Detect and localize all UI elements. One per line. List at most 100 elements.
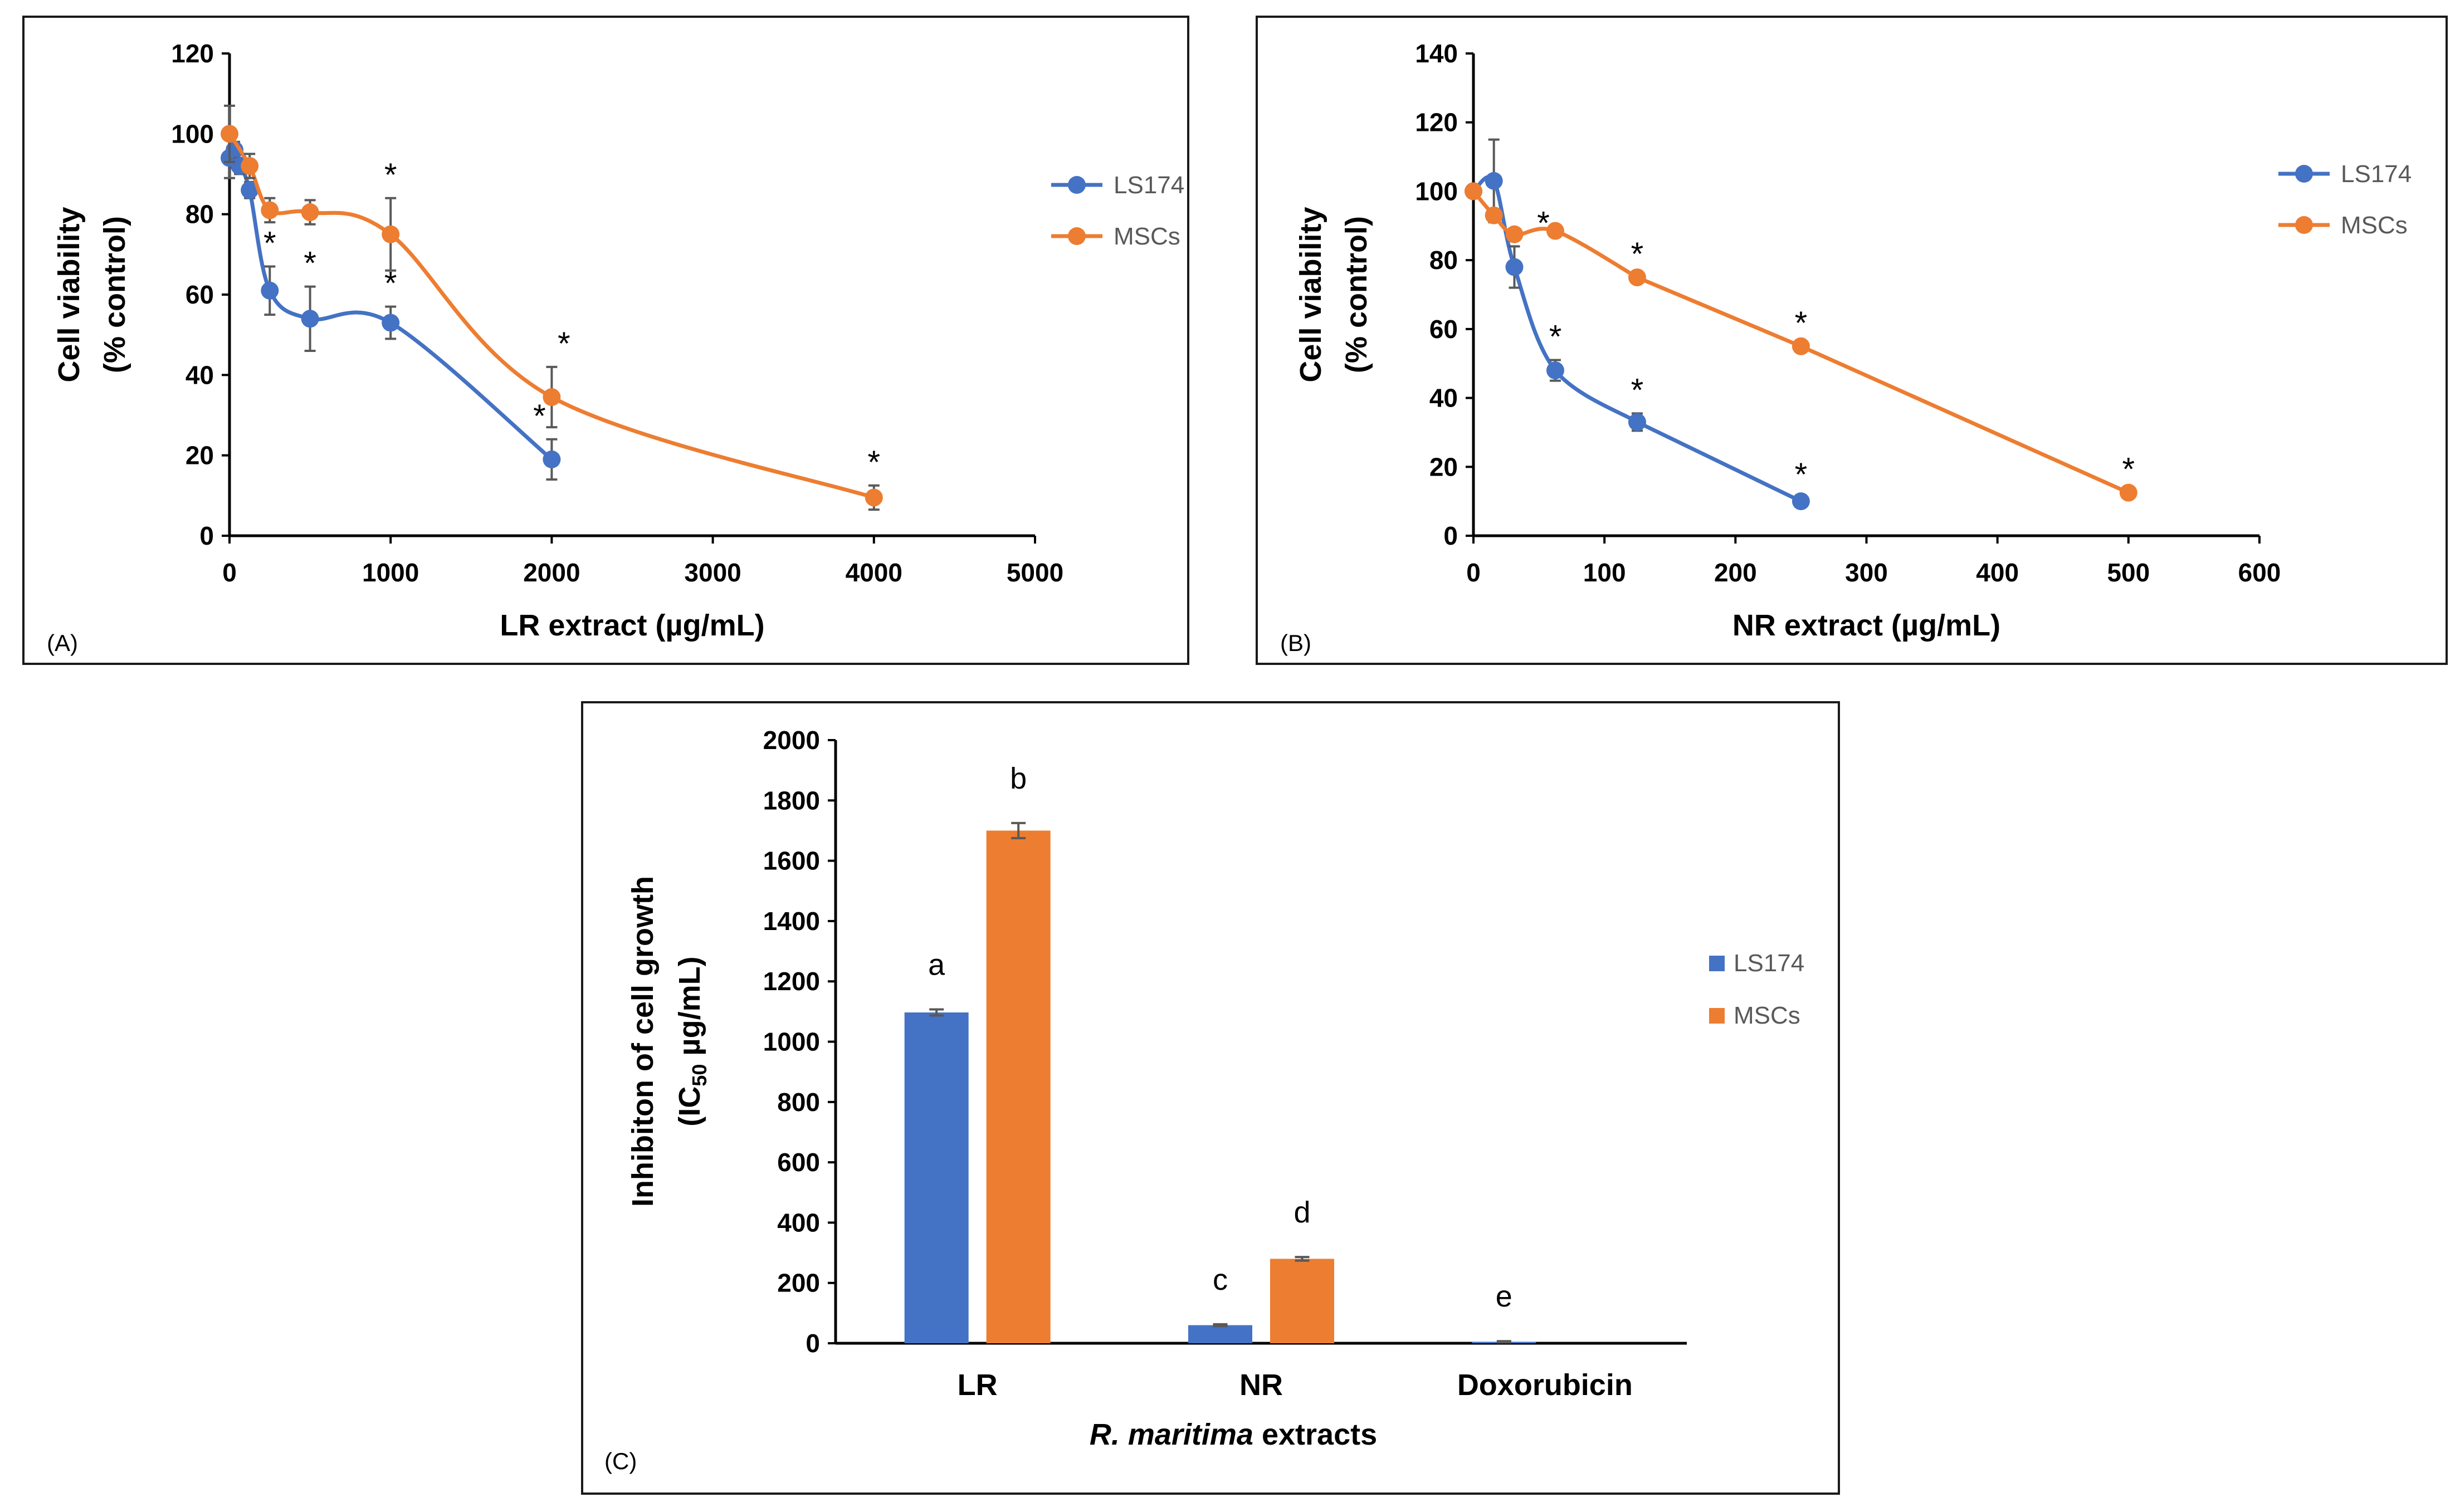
y-tick-label: 60 [186, 280, 214, 309]
panel-label: (C) [604, 1448, 637, 1474]
data-point [1792, 492, 1810, 511]
significance-letter: e [1496, 1280, 1512, 1313]
panel-label: (B) [1280, 630, 1311, 656]
significance-star: * [868, 444, 881, 481]
y-axis-title-line-2: (IC [673, 1087, 706, 1127]
legend-swatch-marker [2295, 216, 2313, 234]
legend-label: MSCs [2341, 212, 2408, 239]
x-tick-label: 5000 [1007, 558, 1063, 587]
series-mscs: * * * [1465, 182, 2137, 502]
data-point [1505, 258, 1524, 276]
y-tick-label: 80 [186, 200, 214, 229]
significance-star: * [1795, 457, 1808, 493]
significance-star: * [384, 266, 397, 302]
data-point [1485, 172, 1503, 190]
legend-label: MSCs [1734, 1002, 1800, 1029]
legend-label: LS174 [2341, 160, 2412, 188]
data-point [241, 157, 259, 175]
bar-ls174 [1188, 1325, 1252, 1343]
data-point [865, 488, 883, 507]
y-tick-label: 0 [806, 1329, 820, 1358]
y-tick-label: 200 [777, 1269, 820, 1298]
significance-star: * [1795, 305, 1808, 341]
data-point [1505, 225, 1524, 243]
chart-B: 0 20 40 60 80 100 120 140 0 100 200 300 400 500 600 NR … [1256, 16, 2448, 665]
series-mscs: * * * [221, 104, 883, 511]
x-tick-label: 2000 [523, 558, 580, 587]
panel-frame-A [22, 16, 1189, 665]
legend-swatch-marker [1068, 227, 1086, 245]
y-tick-label: 1400 [763, 907, 820, 936]
y-tick-label: 1200 [763, 967, 820, 996]
significance-star: * [533, 398, 546, 434]
legend-swatch-marker [1068, 176, 1086, 194]
significance-star: * [1631, 372, 1644, 408]
y-tick-label: 100 [1415, 177, 1458, 205]
y-tick-label: 40 [186, 360, 214, 389]
significance-letter: d [1294, 1196, 1310, 1229]
x-tick-label: 100 [1583, 558, 1626, 587]
significance-star: * [1631, 236, 1644, 272]
y-tick-label: 20 [1429, 452, 1458, 481]
chart-C: 0 200 400 600 800 1000 1200 1400 1600 1800 2000 LR a… [581, 701, 1840, 1495]
significance-star: * [1549, 319, 1562, 355]
y-axis-title-line-1: Cell viability [1294, 207, 1327, 382]
data-point [301, 310, 319, 328]
x-tick-label: 0 [222, 558, 237, 587]
legend-label: LS174 [1114, 172, 1184, 199]
x-axis-title: NR extract (µg/mL) [1732, 609, 2000, 642]
significance-letter: c [1213, 1263, 1228, 1296]
data-point [1628, 413, 1646, 431]
data-point [1485, 206, 1503, 224]
chart-A: 0 20 40 60 80 100 120 0 1000 2000 3000 4000 5000 LR e… [22, 16, 1189, 665]
data-point [241, 181, 259, 199]
y-tick-label: 400 [777, 1208, 820, 1237]
significance-star: * [558, 326, 570, 362]
legend-swatch [1709, 1008, 1725, 1024]
y-axis-title-line-2: (% control) [98, 216, 131, 373]
x-tick-label: 4000 [846, 558, 902, 587]
y-tick-label: 120 [1415, 108, 1458, 137]
x-tick-label: 500 [2107, 558, 2150, 587]
significance-star: * [1537, 205, 1550, 241]
panel-label: (A) [47, 630, 78, 656]
y-axis-title-line-1: Inhibiton of cell growth [626, 876, 660, 1207]
y-tick-label: 120 [171, 39, 214, 68]
y-axis-title-line-2: (% control) [1340, 216, 1373, 373]
x-tick-label: 0 [1466, 558, 1481, 587]
category-label: NR [1239, 1368, 1283, 1402]
significance-star: * [384, 157, 397, 193]
data-point [261, 201, 279, 219]
data-point [1546, 222, 1564, 240]
data-point [261, 281, 279, 300]
y-tick-label: 800 [777, 1088, 820, 1117]
y-axis-title-subscript: 50 [688, 1064, 711, 1087]
y-axis-title: Cell viability (% control) [52, 207, 131, 382]
y-tick-label: 600 [777, 1148, 820, 1177]
data-point [1465, 182, 1482, 200]
y-tick-label: 20 [186, 441, 214, 470]
y-axis-title-unit: µg/mL) [673, 956, 706, 1064]
data-point [1546, 361, 1564, 380]
x-axis-title-italic: R. maritima [1090, 1418, 1253, 1451]
bar-mscs [1270, 1259, 1334, 1343]
x-axis-title: R. maritima extracts [1090, 1418, 1377, 1451]
significance-star: * [304, 246, 316, 282]
significance-star: * [263, 225, 276, 261]
significance-letter: a [928, 948, 945, 982]
data-point [1628, 268, 1646, 287]
y-axis-title-line-1: Cell viability [52, 207, 86, 382]
data-point [382, 314, 400, 332]
data-point [543, 388, 561, 407]
x-axis-title-rest: extracts [1253, 1418, 1377, 1451]
y-tick-label: 0 [199, 521, 214, 550]
y-tick-label: 1600 [763, 846, 820, 875]
data-point [382, 225, 400, 243]
y-axis-title: Inhibiton of cell growth (IC50 µg/mL) [626, 876, 711, 1207]
significance-letter: b [1010, 762, 1027, 795]
y-tick-label: 40 [1429, 384, 1458, 413]
y-tick-label: 100 [171, 119, 214, 148]
y-tick-label: 1800 [763, 786, 820, 815]
legend-swatch [1709, 956, 1725, 971]
